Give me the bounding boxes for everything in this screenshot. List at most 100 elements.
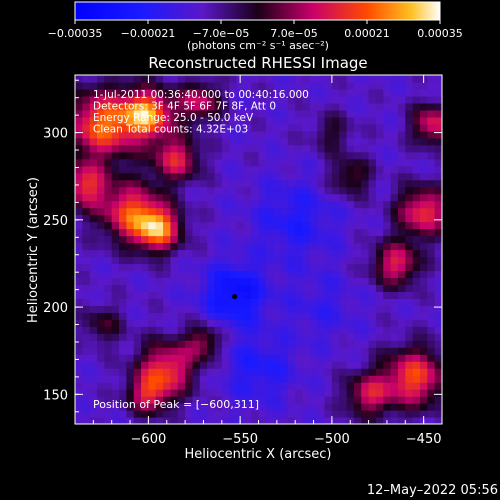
- heatmap-cell: [405, 194, 413, 202]
- heatmap-cell: [82, 75, 90, 83]
- heatmap-cell: [347, 131, 355, 139]
- heatmap-cell: [391, 208, 399, 216]
- heatmap-cell: [82, 319, 90, 327]
- heatmap-cell: [332, 194, 340, 202]
- heatmap-cell: [134, 250, 142, 258]
- heatmap-cell: [281, 103, 289, 111]
- heatmap-cell: [361, 117, 369, 125]
- heatmap-cell: [369, 159, 377, 167]
- heatmap-cell: [405, 166, 413, 174]
- heatmap-cell: [134, 187, 142, 195]
- heatmap-cell: [361, 326, 369, 334]
- heatmap-cell: [90, 277, 98, 285]
- heatmap-cell: [435, 340, 443, 348]
- colorbar-ticks: −0.00035 −0.00021 −7.0e−05 7.0e−05 0.00021 0.…: [48, 20, 463, 40]
- heatmap-cell: [82, 347, 90, 355]
- heatmap-cell: [170, 201, 178, 209]
- heatmap-cell: [405, 375, 413, 383]
- heatmap-cell: [251, 305, 259, 313]
- heatmap-cell: [317, 403, 325, 411]
- heatmap-cell: [295, 180, 303, 188]
- heatmap-cell: [310, 110, 318, 118]
- heatmap-cell: [420, 236, 428, 244]
- heatmap-cell: [413, 361, 421, 369]
- heatmap-cell: [119, 138, 127, 146]
- x-tick-label: −450: [406, 432, 442, 447]
- heatmap-cell: [317, 229, 325, 237]
- heatmap-cell: [281, 354, 289, 362]
- heatmap-cell: [178, 138, 186, 146]
- heatmap-cell: [266, 194, 274, 202]
- heatmap-cell: [347, 222, 355, 230]
- heatmap-cell: [134, 410, 142, 418]
- heatmap-cell: [413, 347, 421, 355]
- heatmap-cell: [134, 166, 142, 174]
- heatmap-cell: [281, 319, 289, 327]
- heatmap-cell: [259, 187, 267, 195]
- heatmap-cell: [413, 152, 421, 160]
- heatmap-cell: [214, 187, 222, 195]
- colorbar-tick-label: −0.00035: [48, 27, 103, 40]
- heatmap-cell: [251, 347, 259, 355]
- heatmap-cell: [347, 277, 355, 285]
- heatmap-cell: [420, 103, 428, 111]
- heatmap-cell: [266, 173, 274, 181]
- heatmap-cell: [332, 305, 340, 313]
- heatmap-cell: [281, 284, 289, 292]
- heatmap-cell: [303, 194, 311, 202]
- heatmap-cell: [207, 152, 215, 160]
- heatmap-cell: [156, 208, 164, 216]
- heatmap-cell: [339, 89, 347, 97]
- heatmap-cell: [332, 410, 340, 418]
- heatmap-cell: [112, 222, 120, 230]
- heatmap-cell: [75, 410, 83, 418]
- heatmap-cell: [251, 166, 259, 174]
- heatmap-cell: [244, 375, 252, 383]
- heatmap-cell: [222, 298, 230, 306]
- heatmap-cell: [295, 166, 303, 174]
- heatmap-cell: [266, 138, 274, 146]
- heatmap-cell: [90, 222, 98, 230]
- heatmap-cell: [134, 145, 142, 153]
- heatmap-cell: [266, 354, 274, 362]
- heatmap-cell: [185, 389, 193, 397]
- heatmap-cell: [303, 145, 311, 153]
- heatmap-cell: [310, 375, 318, 383]
- heatmap-cell: [325, 96, 333, 104]
- heatmap-cell: [391, 382, 399, 390]
- heatmap-cell: [185, 417, 193, 425]
- heatmap-cell: [141, 187, 149, 195]
- heatmap-cell: [75, 417, 83, 425]
- heatmap-cell: [383, 298, 391, 306]
- heatmap-cell: [185, 354, 193, 362]
- heatmap-cell: [303, 131, 311, 139]
- heatmap-cell: [104, 382, 112, 390]
- heatmap-cell: [317, 236, 325, 244]
- heatmap-cell: [178, 75, 186, 83]
- heatmap-cell: [185, 180, 193, 188]
- colorbar-tick-label: 0.00021: [344, 27, 390, 40]
- heatmap-cell: [317, 333, 325, 341]
- heatmap-cell: [97, 180, 105, 188]
- heatmap-cell: [369, 326, 377, 334]
- heatmap-cell: [75, 389, 83, 397]
- heatmap-cell: [214, 208, 222, 216]
- heatmap-cell: [435, 305, 443, 313]
- heatmap-cell: [148, 201, 156, 209]
- heatmap-cell: [207, 410, 215, 418]
- heatmap-cell: [376, 117, 384, 125]
- heatmap-cell: [163, 229, 171, 237]
- heatmap-cell: [310, 354, 318, 362]
- heatmap-cell: [112, 215, 120, 223]
- heatmap-cell: [170, 215, 178, 223]
- heatmap-cell: [104, 243, 112, 251]
- heatmap-cell: [141, 194, 149, 202]
- heatmap-cell: [266, 403, 274, 411]
- heatmap-cell: [332, 375, 340, 383]
- heatmap-cell: [435, 243, 443, 251]
- heatmap-cell: [427, 222, 435, 230]
- heatmap-cell: [295, 277, 303, 285]
- heatmap-cell: [317, 110, 325, 118]
- heatmap-cell: [119, 250, 127, 258]
- heatmap-cell: [134, 180, 142, 188]
